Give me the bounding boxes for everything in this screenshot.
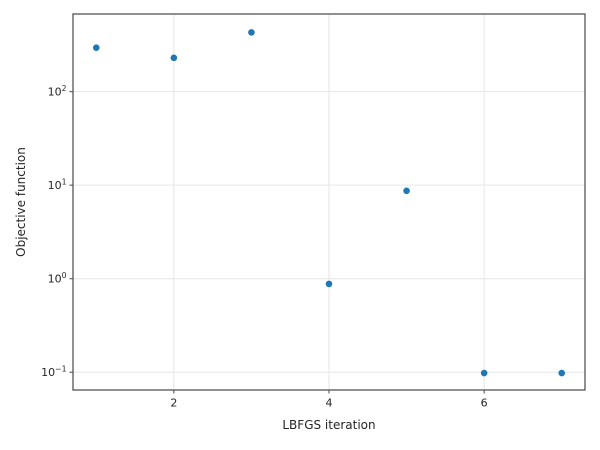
y-tick-label: 102	[48, 84, 67, 99]
data-point	[403, 187, 410, 195]
data-point	[248, 29, 255, 36]
x-tick-label: 2	[170, 397, 177, 410]
data-point	[92, 44, 100, 51]
data-points	[92, 29, 566, 377]
y-tick-label: 10−1	[41, 365, 66, 380]
y-tick-label: 100	[48, 271, 67, 286]
ticks	[69, 91, 485, 394]
y-tick-label: 101	[48, 178, 67, 193]
x-tick-label: 6	[481, 397, 488, 410]
x-tick-label: 4	[326, 397, 333, 410]
data-point	[170, 54, 178, 62]
data-point	[480, 369, 488, 377]
data-point	[325, 280, 333, 288]
data-point	[558, 369, 566, 377]
grid	[73, 14, 585, 390]
y-axis-label: Objective function	[14, 147, 28, 257]
x-axis-label: LBFGS iteration	[282, 418, 375, 432]
